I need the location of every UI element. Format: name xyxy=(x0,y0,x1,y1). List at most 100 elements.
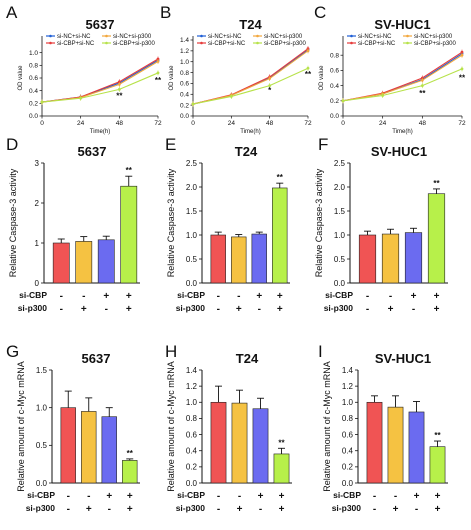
panel-B: B T24 0.0 0.2 0.4 0.6 0.8 1.0 1.2 1.4 0 24 48 72 Time(… xyxy=(160,3,312,135)
y-tick-label: 1.0 xyxy=(29,50,38,57)
y-tick-label: 0.4 xyxy=(180,91,189,98)
bar xyxy=(120,185,138,284)
treatment-sign: - xyxy=(108,504,111,515)
treatment-sign: - xyxy=(373,504,376,515)
treatment-sign: - xyxy=(82,291,85,302)
chart-title: 5637 xyxy=(82,351,111,366)
treatment-sign: - xyxy=(259,504,262,515)
treatment-sign: - xyxy=(366,291,369,302)
x-axis-label: Time(h) xyxy=(392,129,412,135)
bar xyxy=(404,232,423,284)
bar xyxy=(381,233,400,284)
treatment-sign: - xyxy=(217,491,220,502)
treatment-sign: + xyxy=(434,304,440,315)
series-line xyxy=(192,50,309,105)
treatment-label: si-CBP xyxy=(325,290,353,300)
treatment-sign: + xyxy=(393,504,399,515)
treatment-sign: + xyxy=(237,504,243,515)
bar xyxy=(81,411,97,484)
y-tick-label: 0.8 xyxy=(186,414,198,423)
data-point xyxy=(191,102,195,106)
bar xyxy=(52,242,70,284)
significance-mark: ** xyxy=(459,73,466,82)
significance-mark: ** xyxy=(434,431,441,440)
y-tick-label: 1.0 xyxy=(186,231,198,240)
treatment-sign: - xyxy=(67,504,70,515)
bar xyxy=(252,408,269,484)
legend-label: si-CBP+si-p300 xyxy=(113,41,156,47)
treatment-sign: + xyxy=(81,304,87,315)
data-point xyxy=(420,78,424,82)
bar xyxy=(427,193,446,284)
y-tick-label: 1.0 xyxy=(186,398,198,407)
treatment-label: si-CBP xyxy=(27,490,55,500)
y-tick-label: 0.0 xyxy=(36,479,48,488)
treatment-sign: + xyxy=(258,491,264,502)
x-tick-label: 48 xyxy=(116,120,124,127)
treatment-sign: - xyxy=(389,291,392,302)
data-point xyxy=(117,88,121,91)
treatment-sign: + xyxy=(435,491,441,502)
legend-marker xyxy=(406,34,409,38)
significance-mark: ** xyxy=(277,173,284,182)
legend-label: si-CBP+si-NC xyxy=(358,41,396,47)
y-tick-label: 0.2 xyxy=(342,463,354,472)
treatment-sign: + xyxy=(277,291,283,302)
legend-label: si-CBP+si-p300 xyxy=(264,41,307,47)
y-tick-label: 1.4 xyxy=(180,37,189,44)
y-tick-label: 1.2 xyxy=(180,48,189,55)
treatment-label: si-p300 xyxy=(18,303,48,313)
treatment-label: si-CBP xyxy=(177,490,205,500)
treatment-sign: + xyxy=(106,491,112,502)
bar xyxy=(210,401,227,484)
treatment-label: si-p300 xyxy=(332,503,362,513)
data-point xyxy=(156,71,160,75)
chart-title: 5637 xyxy=(86,17,115,32)
y-tick-label: 0.8 xyxy=(180,70,189,77)
data-point xyxy=(117,80,121,84)
treatment-sign: + xyxy=(411,291,417,302)
y-axis-label: Relative amount of c-Myc mRNA xyxy=(166,361,176,492)
legend-marker xyxy=(105,41,108,45)
y-tick-label: 0.0 xyxy=(342,479,354,488)
chart-title: T24 xyxy=(239,17,262,32)
x-tick-label: 72 xyxy=(154,120,162,127)
significance-mark: ** xyxy=(155,76,162,85)
y-tick-label: 0.2 xyxy=(186,463,198,472)
treatment-sign: + xyxy=(127,491,133,502)
y-tick-label: 1.4 xyxy=(186,366,198,375)
series-line xyxy=(41,61,159,103)
bar xyxy=(408,411,425,484)
x-tick-label: 72 xyxy=(458,120,466,127)
y-tick-label: 0.0 xyxy=(180,113,189,120)
panel-letter: I xyxy=(318,342,323,361)
x-tick-label: 48 xyxy=(419,120,427,127)
significance-mark: ** xyxy=(419,89,426,98)
treatment-sign: + xyxy=(86,504,92,515)
bar xyxy=(210,234,226,284)
treatment-label: si-CBP xyxy=(19,290,47,300)
treatment-label: si-CBP xyxy=(177,290,205,300)
panel-F: F SV-HUC1 0.0 0.5 1.0 1.5 2.0 2.5 Relative Caspa… xyxy=(314,135,448,315)
y-tick-label: 0.2 xyxy=(330,98,339,105)
bar xyxy=(97,239,115,284)
y-tick-label: 1.0 xyxy=(334,231,346,240)
bar xyxy=(429,446,446,484)
bar xyxy=(251,233,267,284)
y-tick-label: 1.0 xyxy=(180,59,189,66)
y-tick-label: 0.0 xyxy=(334,279,346,288)
y-tick-label: 1 xyxy=(35,239,40,248)
treatment-sign: - xyxy=(217,304,220,315)
treatment-sign: - xyxy=(415,504,418,515)
y-tick-label: 3 xyxy=(35,159,40,168)
treatment-sign: - xyxy=(373,491,376,502)
panel-C: C SV-HUC1 0.0 0.2 0.4 0.6 0.8 0 24 48 72 Time(h) OD … xyxy=(314,3,466,135)
legend-label: si-CBP+si-p300 xyxy=(414,41,457,47)
series-line xyxy=(192,67,309,105)
series-line xyxy=(342,68,463,102)
treatment-sign: + xyxy=(388,304,394,315)
legend-label: si-NC+si-p300 xyxy=(113,34,152,40)
y-tick-label: 1.5 xyxy=(334,207,346,216)
data-point xyxy=(306,49,310,53)
x-tick-label: 24 xyxy=(379,120,387,127)
